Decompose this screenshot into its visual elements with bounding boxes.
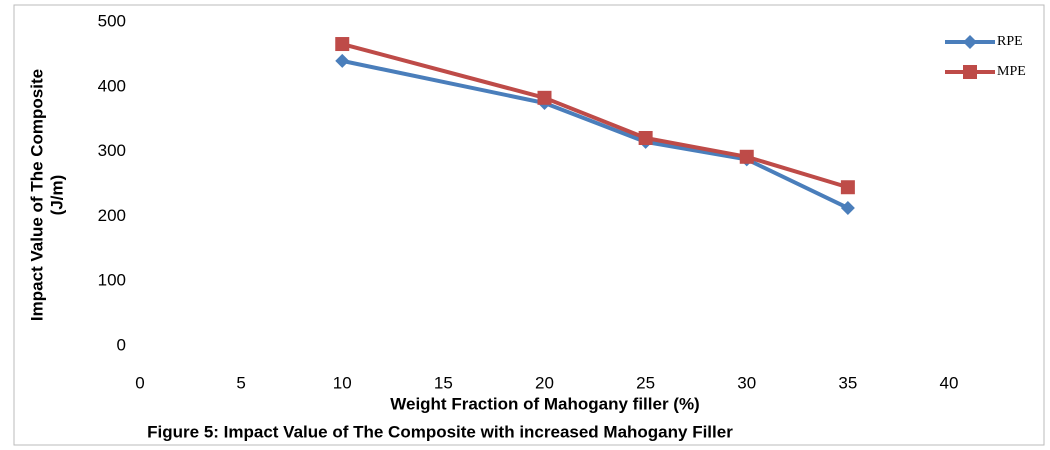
y-tick-label: 300 [98, 141, 126, 160]
point [537, 90, 552, 105]
x-tick-label: 15 [434, 373, 453, 392]
legend-label: MPE [997, 64, 1026, 79]
y-label-line: (J/m) [47, 175, 66, 216]
y-tick-label: 0 [117, 335, 126, 354]
series-line [341, 42, 849, 190]
caption: Figure 5: Impact Value of The Composite … [147, 422, 733, 441]
series-line [341, 58, 849, 210]
point [963, 65, 977, 79]
x-tick-label: 5 [236, 373, 245, 392]
point [840, 180, 855, 195]
x-tick-label: 30 [737, 373, 756, 392]
x-tick-label: 35 [838, 373, 857, 392]
point [963, 35, 977, 49]
y-tick-label: 500 [98, 11, 126, 30]
x-tick-label: 10 [333, 373, 352, 392]
x-axis-label: Weight Fraction of Mahogany filler (%) [390, 394, 699, 413]
point [739, 149, 754, 164]
legend-label: RPE [997, 34, 1023, 49]
y-axis-label: Impact Value of The Composite (J/m) [27, 69, 66, 321]
x-tick-label: 0 [135, 373, 144, 392]
point [335, 53, 350, 68]
point [335, 37, 350, 52]
frame [13, 4, 1045, 446]
y-tick-label: 200 [98, 206, 126, 225]
y-tick-label: 100 [98, 271, 126, 290]
point [638, 130, 653, 145]
y-tick-label: 400 [98, 76, 126, 95]
x-tick-label: 20 [535, 373, 554, 392]
x-tick-label: 25 [636, 373, 655, 392]
y-label-line: Impact Value of The Composite [27, 69, 46, 321]
point [840, 200, 855, 215]
x-tick-label: 40 [940, 373, 959, 392]
